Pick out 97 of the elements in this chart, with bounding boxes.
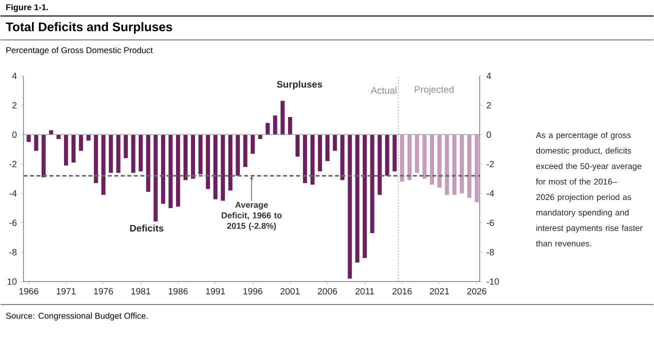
y-tick-label: -2 (9, 160, 16, 167)
bar (101, 134, 106, 195)
y-axis-title: Percentage of Gross Domestic Product (6, 46, 153, 55)
y-tick-label: -8 (9, 248, 17, 256)
bar (26, 134, 31, 142)
bar (370, 134, 374, 233)
bar (146, 134, 150, 192)
chart-title: Total Deficits and Surpluses (6, 22, 172, 34)
x-tick-label: 1986 (168, 288, 188, 294)
bar (273, 115, 278, 134)
bar (437, 134, 442, 188)
annotation: Deficits (130, 224, 164, 232)
bar (452, 134, 456, 195)
bar (108, 134, 113, 173)
caption: Figure 1-1. (6, 4, 48, 12)
bar (408, 134, 412, 180)
y-tick-label: 4 (12, 72, 17, 79)
y2-tick-label: 0 (486, 131, 491, 138)
bar (348, 134, 352, 278)
bar (318, 134, 322, 172)
bar (124, 134, 128, 158)
y-tick-label: 10 (8, 278, 17, 285)
bar (138, 134, 143, 172)
source-note: Source: Congressional Budget Office. (6, 312, 148, 320)
x-tick-label: 2016 (392, 288, 412, 294)
bar (355, 134, 360, 262)
bar (168, 134, 173, 208)
bar (71, 134, 76, 162)
bar (460, 134, 464, 194)
y2-tick-label: 4 (486, 72, 492, 79)
bar (467, 134, 472, 198)
bar (325, 134, 330, 161)
ref-line-label: Average Deficit, 1966 to 2015 (-2.8%) (222, 202, 282, 230)
x-tick-label: 1996 (243, 288, 262, 294)
bar (385, 134, 390, 176)
annotation: Actual (370, 86, 396, 94)
bar (378, 134, 382, 195)
x-tick-label: 1981 (131, 288, 150, 294)
bar (161, 134, 166, 204)
x-tick-label: 1976 (94, 288, 113, 294)
bar (250, 134, 255, 154)
bar (213, 134, 218, 200)
bar (288, 116, 292, 134)
bar (131, 134, 136, 173)
y-tick-label: -6 (9, 219, 17, 226)
y2-tick-label: -6 (486, 219, 494, 226)
y2-tick-label: -2 (486, 160, 494, 167)
x-tick-label: 1991 (206, 288, 225, 294)
bar (362, 134, 367, 258)
annotation: Surpluses (276, 80, 322, 90)
bar (206, 134, 210, 189)
bar (190, 134, 196, 178)
bar (176, 134, 180, 206)
text: As a percentage of gross domestic product, deficits exceed the 50-year average for most of the 2016–2026 projection period as mandatory spending and interest payments rise faster than revenues. (536, 132, 642, 246)
bar (414, 134, 420, 173)
bar (94, 134, 98, 183)
x-tick-label: 2011 (356, 288, 374, 294)
bar (64, 134, 68, 166)
bar (78, 134, 84, 151)
bar (310, 134, 315, 184)
y-tick-label: -4 (9, 190, 17, 196)
bar (154, 134, 158, 222)
bar (86, 134, 91, 140)
annotation: Projected (414, 86, 454, 94)
bar (422, 134, 427, 178)
bar (444, 134, 449, 195)
y2-tick-label: -4 (486, 190, 494, 196)
bar (392, 134, 397, 172)
bar (280, 100, 285, 134)
x-tick-label: 2001 (280, 288, 300, 294)
bar (302, 134, 308, 183)
x-tick-label: 1966 (19, 288, 38, 294)
bar (266, 122, 270, 134)
y-tick-label: 0 (12, 131, 17, 138)
x-tick-label: 2026 (467, 288, 486, 294)
bar (34, 134, 38, 151)
bar (42, 134, 46, 178)
y2-tick-label: -10 (486, 278, 499, 285)
bar (474, 134, 479, 202)
bar (340, 134, 344, 180)
bar (400, 134, 404, 182)
bar (332, 134, 337, 151)
bar (430, 134, 434, 184)
y-tick-label: 2 (12, 102, 16, 108)
bar (296, 134, 300, 156)
x-tick-label: 2006 (318, 288, 338, 294)
bar (228, 134, 232, 190)
x-tick-label: 1971 (56, 288, 76, 294)
bar (198, 134, 203, 174)
y2-tick-label: -8 (486, 248, 494, 256)
bar (183, 134, 188, 180)
bar (220, 134, 225, 201)
bar (236, 134, 240, 176)
y2-tick-label: 2 (486, 102, 491, 108)
bar (116, 134, 120, 173)
bar (243, 134, 248, 167)
x-tick-label: 2021 (430, 288, 449, 294)
